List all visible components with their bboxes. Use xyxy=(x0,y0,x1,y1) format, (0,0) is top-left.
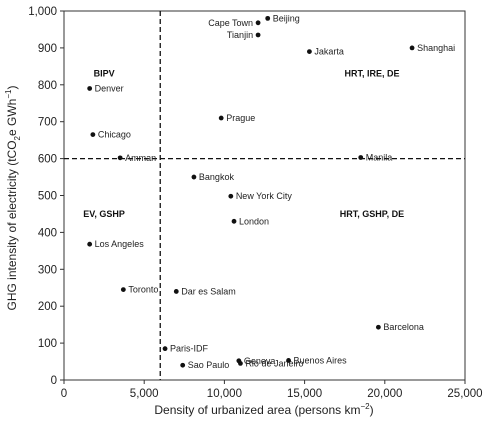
point-label: Shanghai xyxy=(417,43,455,53)
point-label: Beijing xyxy=(273,13,300,23)
data-point xyxy=(87,241,93,247)
data-point xyxy=(191,174,197,180)
y-tick-label: 400 xyxy=(38,227,57,239)
y-tick-label: 300 xyxy=(38,264,57,276)
data-point xyxy=(117,155,123,161)
y-tick-label: 0 xyxy=(51,375,57,387)
point-label: Bangkok xyxy=(199,172,235,182)
point-label: New York City xyxy=(236,191,293,201)
data-point xyxy=(87,86,93,91)
point-label: Geneva xyxy=(244,356,276,366)
x-tick-label: 25,000 xyxy=(447,388,482,400)
point-label: Barcelona xyxy=(383,322,424,332)
data-point xyxy=(173,289,179,294)
x-axis-title: Density of urbanized area (persons km−2) xyxy=(154,402,373,417)
data-point xyxy=(180,362,186,368)
y-tick-label: 500 xyxy=(38,191,57,203)
point-label: Jakarta xyxy=(314,47,344,57)
data-point xyxy=(162,346,168,352)
data-point xyxy=(358,155,364,160)
region-label: BIPV xyxy=(94,69,115,79)
point-label: Los Angeles xyxy=(95,239,145,249)
region-label: HRT, IRE, DE xyxy=(344,69,399,79)
y-tick-label: 900 xyxy=(38,43,57,55)
point-label: Rio de Janeiro xyxy=(245,358,303,368)
point-label: Denver xyxy=(95,83,124,93)
point-label: Amman xyxy=(125,153,156,163)
point-label: Dar es Salam xyxy=(181,286,236,296)
data-point xyxy=(120,287,126,292)
point-label: Toronto xyxy=(128,285,158,295)
point-label: Manila xyxy=(366,152,393,162)
data-point xyxy=(218,115,224,121)
data-point xyxy=(265,15,271,21)
y-tick-label: 200 xyxy=(38,301,57,313)
x-tick-label: 15,000 xyxy=(287,388,322,400)
point-label: Tianjin xyxy=(227,30,253,40)
data-point xyxy=(375,324,381,330)
y-tick-label: 700 xyxy=(38,117,57,129)
data-point xyxy=(307,49,312,54)
x-axis-ticks: 0 5,000 10,000 15,000 20,000 25,000 xyxy=(61,380,483,400)
point-label: Sao Paulo xyxy=(188,360,230,370)
y-axis-title: GHG intensity of electricity (tCO2e GWh−… xyxy=(4,86,22,311)
data-point xyxy=(409,45,415,51)
x-tick-label: 20,000 xyxy=(367,388,402,400)
data-point xyxy=(231,218,237,224)
region-label: EV, GSHP xyxy=(83,209,125,219)
y-tick-label: 1,000 xyxy=(28,6,57,18)
point-label: Prague xyxy=(226,113,255,123)
x-tick-label: 0 xyxy=(61,388,67,400)
data-point xyxy=(238,360,243,366)
y-tick-label: 100 xyxy=(38,338,57,350)
x-tick-label: 10,000 xyxy=(207,388,242,400)
region-label: HRT, GSHP, DE xyxy=(340,209,404,219)
data-point xyxy=(228,193,234,199)
point-label: Paris-IDF xyxy=(170,344,209,354)
point-label: Cape Town xyxy=(208,18,253,28)
point-label: London xyxy=(239,216,269,226)
point-label: Buenos Aires xyxy=(294,355,348,365)
data-points: Beijing Cape Town Tianjin Jakarta Shanghai De… xyxy=(87,13,455,370)
data-point xyxy=(90,132,96,138)
x-tick-label: 5,000 xyxy=(130,388,159,400)
point-label: Chicago xyxy=(98,130,131,140)
data-point xyxy=(286,358,291,363)
y-axis-ticks: 0 100 200 300 400 500 600 700 800 900 1,000 xyxy=(28,6,64,387)
data-point xyxy=(255,20,261,26)
data-point xyxy=(255,32,261,38)
y-tick-label: 600 xyxy=(38,154,57,166)
y-tick-label: 800 xyxy=(38,80,57,92)
region-labels: BIPV HRT, IRE, DE EV, GSHP HRT, GSHP, DE xyxy=(83,69,404,219)
